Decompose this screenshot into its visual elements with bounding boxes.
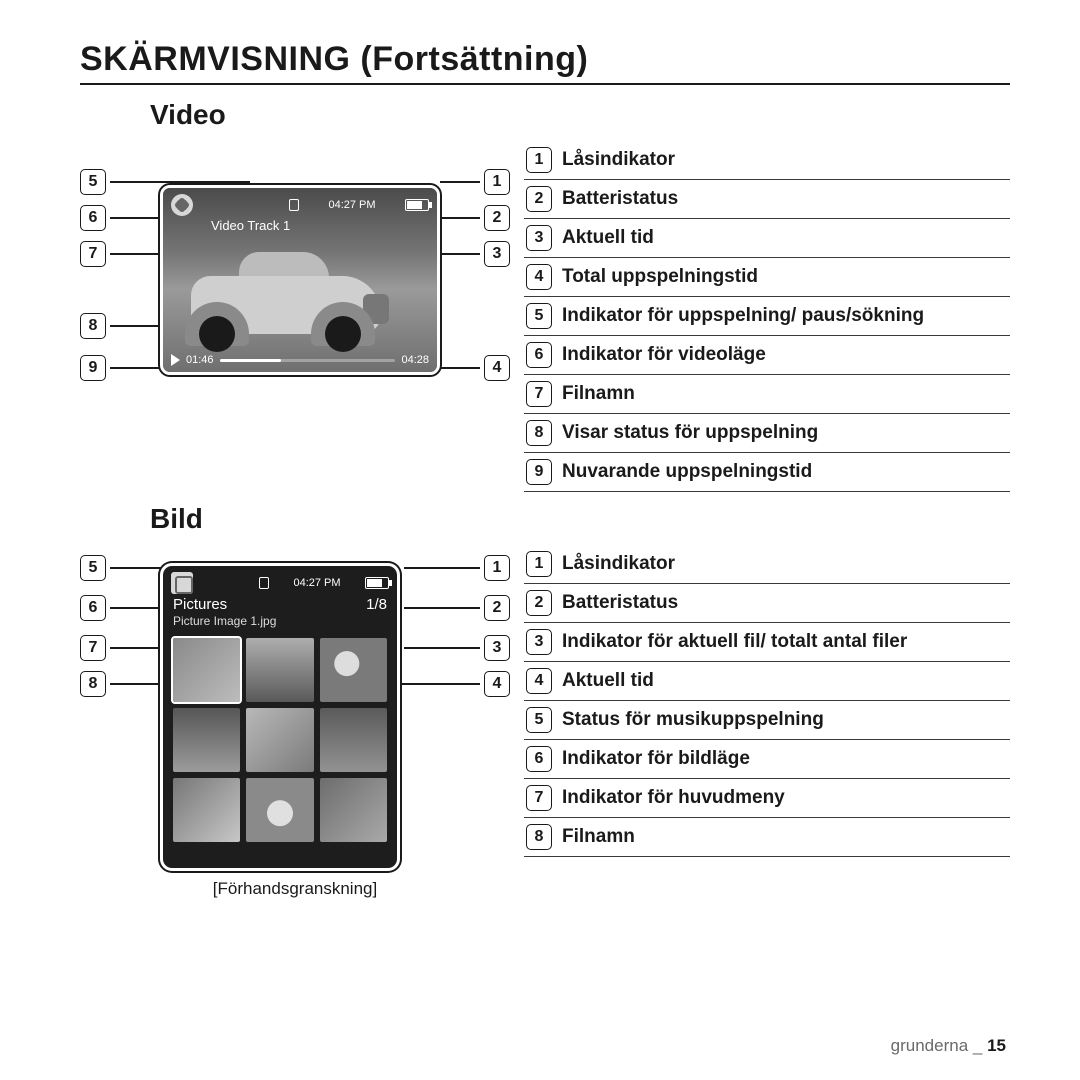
bild-legend: 1 Låsindikator 2 Batteristatus 3 Indikator … [524, 545, 1010, 857]
callout-8: 8 [80, 671, 106, 697]
video-section: Video 5 6 7 8 9 1 2 3 4 [80, 99, 1010, 487]
video-heading: Video [150, 99, 1010, 131]
play-icon [171, 354, 180, 366]
file-counter: 1/8 [366, 596, 387, 613]
legend-num: 2 [526, 590, 552, 616]
callout-6: 6 [80, 595, 106, 621]
legend-num: 5 [526, 303, 552, 329]
callout-5: 5 [80, 169, 106, 195]
callout-5: 5 [80, 555, 106, 581]
legend-text: Nuvarande uppspelningstid [562, 461, 812, 484]
legend-text: Filnamn [562, 826, 635, 849]
thumbnail [246, 778, 313, 842]
legend-num: 3 [526, 225, 552, 251]
thumbnail [246, 638, 313, 702]
legend-num: 7 [526, 381, 552, 407]
thumbnail [173, 708, 240, 772]
legend-num: 3 [526, 629, 552, 655]
thumbnail-grid [163, 634, 397, 852]
clock-time: 04:27 PM [328, 199, 375, 211]
bild-figure: 5 6 7 8 1 2 3 4 04:27 PM [80, 545, 510, 915]
legend-text: Total uppspelningstid [562, 266, 758, 289]
video-legend: 1 Låsindikator 2 Batteristatus 3 Aktuell ti… [524, 141, 1010, 492]
legend-text: Låsindikator [562, 553, 675, 576]
total-time: 04:28 [401, 354, 429, 366]
callout-2: 2 [484, 595, 510, 621]
legend-num: 8 [526, 420, 552, 446]
callout-4: 4 [484, 671, 510, 697]
legend-text: Visar status för uppspelning [562, 422, 818, 445]
callout-7: 7 [80, 635, 106, 661]
legend-num: 7 [526, 785, 552, 811]
legend-num: 6 [526, 746, 552, 772]
legend-text: Indikator för huvudmeny [562, 787, 785, 810]
legend-text: Indikator för videoläge [562, 344, 766, 367]
legend-text: Batteristatus [562, 592, 678, 615]
legend-text: Status för musikuppspelning [562, 709, 824, 732]
legend-num: 6 [526, 342, 552, 368]
callout-1: 1 [484, 555, 510, 581]
legend-text: Låsindikator [562, 149, 675, 172]
thumbnail [173, 638, 240, 702]
legend-text: Indikator för aktuell fil/ totalt antal … [562, 631, 907, 654]
file-name: Picture Image 1.jpg [163, 613, 397, 634]
picture-caption: [Förhandsgranskning] [80, 879, 510, 899]
picture-mode-icon [171, 572, 193, 594]
callout-7: 7 [80, 241, 106, 267]
page-footer: grunderna _ 15 [891, 1036, 1006, 1056]
thumbnail [246, 708, 313, 772]
legend-text: Filnamn [562, 383, 635, 406]
thumbnail [320, 638, 387, 702]
picture-screen: 04:27 PM Pictures 1/8 Picture Image 1.jp… [160, 563, 400, 871]
bild-heading: Bild [150, 503, 1010, 535]
legend-num: 9 [526, 459, 552, 485]
callout-2: 2 [484, 205, 510, 231]
page-title: SKÄRMVISNING (Fortsättning) [80, 40, 1010, 79]
thumbnail [320, 708, 387, 772]
lock-icon [259, 577, 269, 589]
callout-3: 3 [484, 635, 510, 661]
legend-text: Aktuell tid [562, 227, 654, 250]
legend-num: 2 [526, 186, 552, 212]
thumbnail [173, 778, 240, 842]
callout-1: 1 [484, 169, 510, 195]
legend-num: 4 [526, 264, 552, 290]
callout-8: 8 [80, 313, 106, 339]
legend-num: 4 [526, 668, 552, 694]
video-figure: 5 6 7 8 9 1 2 3 4 [80, 141, 510, 401]
callout-4: 4 [484, 355, 510, 381]
legend-text: Batteristatus [562, 188, 678, 211]
clock-time: 04:27 PM [293, 577, 340, 589]
legend-text: Indikator för uppspelning/ paus/sökning [562, 305, 924, 328]
legend-num: 1 [526, 551, 552, 577]
title-rule [80, 83, 1010, 85]
battery-icon [405, 199, 429, 211]
elapsed-time: 01:46 [186, 354, 214, 366]
video-mode-icon [171, 194, 193, 216]
video-track-title: Video Track 1 [211, 218, 290, 233]
thumbnail [320, 778, 387, 842]
lock-icon [289, 199, 299, 211]
callout-6: 6 [80, 205, 106, 231]
callout-9: 9 [80, 355, 106, 381]
legend-num: 1 [526, 147, 552, 173]
video-car-illustration [181, 246, 401, 352]
video-screen: 04:27 PM Video Track 1 01:46 04:28 [160, 185, 440, 375]
legend-text: Aktuell tid [562, 670, 654, 693]
legend-num: 5 [526, 707, 552, 733]
legend-num: 8 [526, 824, 552, 850]
legend-text: Indikator för bildläge [562, 748, 750, 771]
battery-icon [365, 577, 389, 589]
progress-bar [220, 359, 396, 362]
bild-section: Bild 5 6 7 8 1 2 3 4 04:27 PM [80, 503, 1010, 915]
callout-3: 3 [484, 241, 510, 267]
picture-mode-title: Pictures [173, 596, 227, 613]
